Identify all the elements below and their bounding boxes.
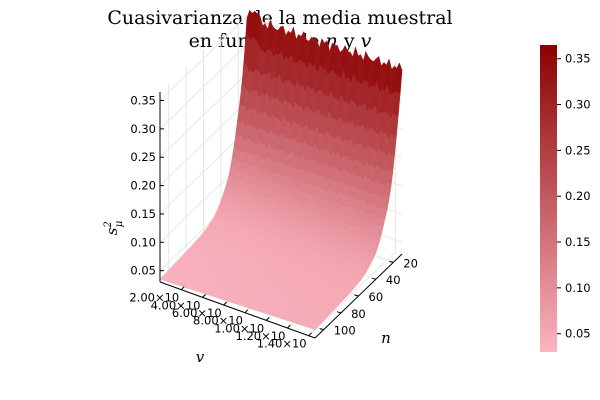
n-tick-label-0: 20	[403, 256, 418, 270]
v-tick-label-6: 1.40×10	[257, 337, 307, 351]
n-axis-label: n	[381, 329, 391, 347]
v-tick-mark-4	[265, 317, 270, 321]
v-tick-label-5: 1.20×10	[236, 329, 286, 343]
title-line2-v: v	[361, 30, 372, 52]
v-axis-line	[159, 281, 316, 339]
v-tick-mark-5	[287, 324, 291, 329]
colorbar-tick-label-0: 0.05	[565, 327, 591, 341]
chart-title-line1: Cuasivarianza de la media muestral	[107, 7, 452, 29]
v-tick-label-0: 2.00×10	[129, 291, 179, 305]
colorbar-tick-label-5: 0.30	[565, 98, 591, 112]
surface-cell	[311, 326, 318, 330]
v-tick-label-2: 6.00×10	[172, 306, 222, 320]
v-axis-label: v	[196, 348, 205, 366]
z-tick-label-3: 0.20	[130, 179, 156, 193]
n-tick-mark-2	[354, 294, 359, 297]
colorbar-tick-label-2: 0.15	[565, 235, 591, 249]
v-tick-mark-6	[308, 332, 312, 337]
v-tick-mark-0	[180, 286, 185, 291]
z-tick-label-1: 0.10	[130, 235, 156, 249]
colorbar-tick-label-4: 0.25	[565, 143, 591, 157]
n-tick-mark-0	[389, 260, 394, 263]
v-tick-mark-2	[223, 301, 228, 306]
z-label-sup: 2	[103, 221, 114, 228]
colorbar-tick-label-6: 0.35	[565, 52, 591, 66]
n-tick-mark-1	[371, 277, 377, 280]
z-label-sub: μ	[114, 221, 125, 228]
v-tick-label-4: 1.00×10	[214, 321, 264, 335]
v-tick-label-1: 4.00×10	[151, 298, 201, 312]
n-tick-label-4: 100	[334, 324, 356, 338]
v-tick-mark-1	[202, 293, 206, 298]
z-axis-label: s2μ	[103, 221, 125, 236]
surface	[159, 9, 403, 330]
colorbar-ticks: 0.05 0.10 0.15 0.20 0.25 0.30 0.35	[557, 52, 591, 341]
z-tick-label-0: 0.05	[130, 264, 156, 278]
v-tick-mark-3	[244, 309, 249, 314]
n-tick-mark-3	[336, 311, 342, 314]
z-tick-label-4: 0.25	[130, 150, 156, 164]
z-tick-label-6: 0.35	[130, 94, 156, 108]
axes: 0.05 0.10 0.15 0.20 0.25 0.30 0.35 2.00×104.00×…	[129, 92, 418, 351]
colorbar-tick-label-1: 0.10	[565, 281, 591, 295]
colorbar	[540, 45, 557, 352]
z-tick-label-2: 0.15	[130, 207, 156, 221]
title-line2-mid: y	[338, 30, 361, 52]
n-tick-mark-4	[319, 328, 324, 331]
z-tick-label-5: 0.30	[130, 122, 156, 136]
n-tick-label-2: 60	[369, 290, 384, 304]
colorbar-tick-label-3: 0.20	[565, 189, 591, 203]
n-tick-label-1: 40	[386, 273, 401, 287]
n-tick-label-3: 80	[351, 307, 366, 321]
z-label-s: s	[103, 227, 121, 235]
v-tick-label-3: 8.00×10	[193, 314, 243, 328]
